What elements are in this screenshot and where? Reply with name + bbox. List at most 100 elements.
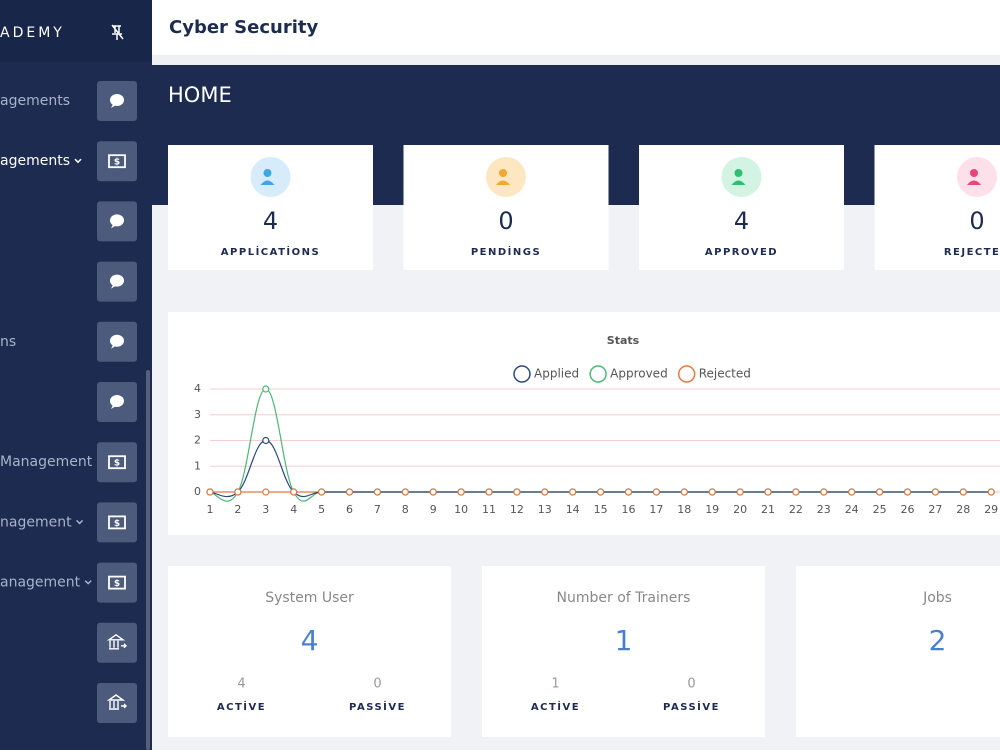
sidebar-icon-box[interactable] bbox=[97, 141, 137, 182]
data-point bbox=[652, 488, 661, 496]
sidebar-item[interactable]: $ Management bbox=[0, 442, 137, 483]
stat-passive-value: 0 bbox=[687, 677, 695, 692]
x-tick-label: 11 bbox=[482, 503, 496, 516]
x-tick-label: 12 bbox=[510, 503, 524, 516]
summary-card: 0 REJECTED bbox=[874, 145, 1000, 270]
x-tick-label: 23 bbox=[817, 503, 831, 516]
brand: ADEMY bbox=[0, 25, 65, 41]
x-tick-label: 7 bbox=[374, 503, 381, 516]
legend-item[interactable]: Applied bbox=[513, 365, 579, 383]
legend-swatch[interactable] bbox=[513, 365, 531, 383]
icon-glyph bbox=[111, 284, 116, 289]
data-point bbox=[262, 436, 270, 445]
x-tick-label: 8 bbox=[402, 503, 409, 516]
legend-swatch[interactable] bbox=[677, 365, 696, 383]
data-point bbox=[569, 488, 577, 496]
stat-card: Jobs 2 bbox=[796, 566, 1000, 737]
legend-label[interactable]: Approved bbox=[610, 367, 668, 381]
sidebar-label[interactable]: anagement bbox=[0, 575, 81, 591]
sidebar-icon-box[interactable] bbox=[97, 683, 137, 723]
card-icon-glyph bbox=[970, 169, 978, 177]
data-point bbox=[903, 488, 912, 496]
icon-glyph: $ bbox=[114, 519, 120, 529]
card-bg bbox=[796, 566, 1000, 737]
data-point bbox=[959, 488, 967, 496]
legend-label[interactable]: Applied bbox=[534, 367, 579, 381]
icon-glyph bbox=[106, 633, 127, 650]
sidebar-icon-box[interactable] bbox=[97, 622, 137, 663]
data-point bbox=[206, 488, 214, 496]
sidebar-item[interactable] bbox=[97, 683, 137, 723]
sidebar-label[interactable]: ns bbox=[0, 334, 16, 350]
data-point bbox=[931, 488, 940, 496]
chart-card bbox=[168, 312, 1000, 535]
x-tick-label: 4 bbox=[290, 503, 297, 516]
card-icon-glyph bbox=[260, 180, 275, 185]
icon-glyph bbox=[111, 104, 116, 108]
sidebar-item[interactable] bbox=[97, 622, 137, 663]
stat-active-label: ACTİVE bbox=[531, 699, 580, 713]
pin-icon[interactable] bbox=[111, 24, 124, 40]
sidebar-label[interactable]: Management bbox=[0, 454, 93, 470]
sidebar-item[interactable] bbox=[97, 261, 137, 302]
card-value: 0 bbox=[498, 207, 513, 235]
icon-glyph bbox=[110, 94, 124, 106]
legend-swatch[interactable] bbox=[589, 365, 607, 383]
stat-card: System User 4 4 ACTİVE 0 PASSİVE bbox=[168, 566, 451, 737]
sidebar-item[interactable]: $ agements bbox=[0, 141, 137, 182]
icon-glyph bbox=[110, 214, 124, 227]
sidebar-item[interactable]: $ anagement bbox=[0, 562, 137, 603]
summary-card: 0 PENDİNGS bbox=[403, 145, 609, 270]
sidebar-item[interactable] bbox=[97, 201, 137, 242]
sidebar-item[interactable]: agements bbox=[0, 81, 137, 121]
header-strip bbox=[152, 55, 1000, 65]
icon-glyph bbox=[110, 334, 124, 347]
card-icon-glyph bbox=[967, 180, 981, 185]
card-icon bbox=[721, 157, 762, 197]
icon-glyph bbox=[111, 224, 116, 229]
data-point bbox=[541, 488, 549, 496]
card-value: 4 bbox=[734, 207, 749, 235]
sidebar-item[interactable] bbox=[97, 382, 137, 422]
sidebar-label[interactable]: agements bbox=[0, 153, 70, 169]
stat-passive-label: PASSİVE bbox=[349, 699, 406, 713]
x-tick-label: 6 bbox=[346, 503, 353, 516]
sidebar-label[interactable]: nagement bbox=[0, 514, 72, 530]
stat-active-label: ACTİVE bbox=[217, 699, 266, 713]
stat-active-value: 4 bbox=[237, 677, 245, 692]
sidebar-label[interactable]: agements bbox=[0, 93, 70, 109]
summary-card: 4 APPLİCATİONS bbox=[168, 145, 373, 270]
legend-item[interactable]: Rejected bbox=[677, 365, 751, 383]
icon-glyph bbox=[108, 154, 126, 169]
legend-item[interactable]: Approved bbox=[589, 365, 668, 383]
y-tick-label: 0 bbox=[194, 485, 201, 498]
x-tick-label: 15 bbox=[594, 503, 608, 516]
sidebar-item[interactable]: $ nagement bbox=[0, 502, 137, 543]
x-tick-label: 18 bbox=[677, 503, 691, 516]
data-point bbox=[764, 488, 772, 496]
y-tick-label: 4 bbox=[194, 382, 201, 395]
data-point bbox=[290, 488, 298, 496]
page-title: HOME bbox=[168, 83, 232, 107]
x-tick-label: 29 bbox=[984, 503, 998, 516]
card-bg bbox=[482, 566, 765, 737]
x-tick-label: 14 bbox=[566, 503, 580, 516]
summary-card: 4 APPROVED bbox=[639, 145, 844, 270]
chevron bbox=[84, 580, 92, 585]
scrollbar[interactable] bbox=[146, 370, 150, 750]
card-label: PENDİNGS bbox=[471, 244, 541, 258]
data-point bbox=[373, 488, 381, 496]
icon-glyph: $ bbox=[114, 158, 120, 168]
card-bg bbox=[168, 566, 451, 737]
sidebar-icon-box[interactable] bbox=[97, 442, 137, 483]
sidebar-item[interactable]: ns bbox=[0, 321, 137, 362]
sidebar-icon-box[interactable] bbox=[97, 502, 137, 543]
x-tick-label: 16 bbox=[622, 503, 636, 516]
legend-label[interactable]: Rejected bbox=[699, 367, 751, 381]
card-label: APPLİCATİONS bbox=[221, 244, 320, 258]
sidebar-icon-box[interactable] bbox=[97, 562, 137, 603]
data-point bbox=[429, 488, 437, 496]
sidebar-brand-area bbox=[0, 0, 152, 62]
